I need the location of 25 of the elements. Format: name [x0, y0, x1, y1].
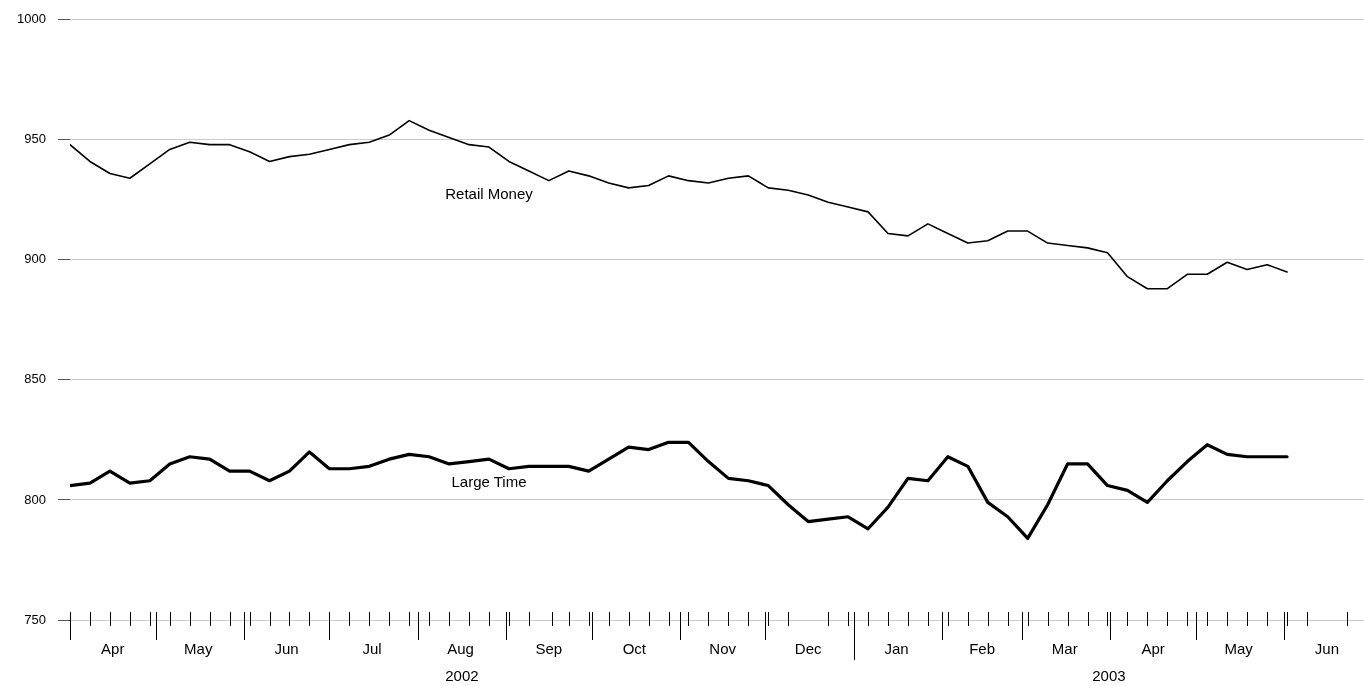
x-tick-label: Aug	[447, 640, 474, 658]
x-tick-label: Nov	[709, 640, 737, 658]
x-tick-label: Apr	[1141, 640, 1165, 658]
x-tick-label: Feb	[969, 640, 995, 658]
x-tick-label: May	[1224, 640, 1254, 658]
x-tick-label: Dec	[794, 640, 823, 658]
y-tick-label: 850	[24, 371, 46, 387]
x-tick-label: Jun	[274, 640, 299, 658]
x-tick-label: Jun	[1314, 640, 1340, 658]
y-tick-label: 750	[24, 611, 46, 627]
x-tick-label: May	[184, 640, 213, 658]
y-tick-label: 950	[24, 131, 46, 147]
x-tick-label: Jul	[362, 640, 382, 658]
x-tick-label: Sep	[535, 640, 563, 658]
text: 2003	[1092, 667, 1126, 685]
series-label: Large Time	[451, 472, 527, 490]
x-tick-label: Oct	[622, 640, 647, 658]
x-tick-label: Mar	[1051, 640, 1078, 658]
text: 2002	[445, 667, 479, 685]
x-tick-label: Apr	[101, 640, 125, 658]
y-tick-label: 1000	[17, 11, 46, 27]
y-tick-label: 800	[24, 491, 46, 507]
y-tick-label: 900	[24, 251, 46, 267]
series-label: Retail Money	[445, 184, 534, 202]
x-tick-label: Jan	[884, 640, 909, 658]
